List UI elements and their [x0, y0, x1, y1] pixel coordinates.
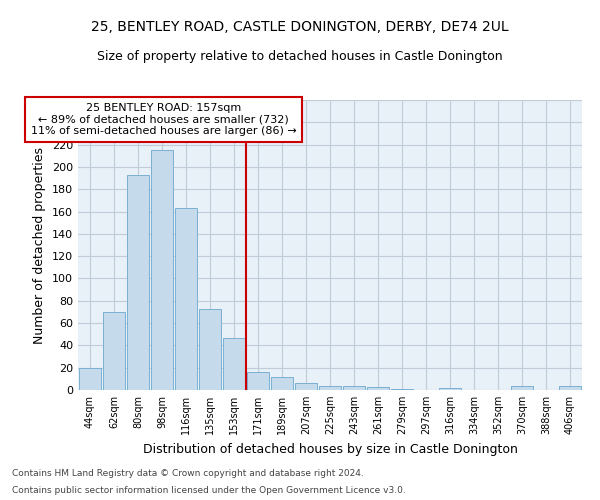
Bar [511, 386, 533, 390]
Bar [319, 386, 341, 390]
Bar [367, 386, 389, 390]
Bar [439, 388, 461, 390]
Bar [127, 174, 149, 390]
Text: 25 BENTLEY ROAD: 157sqm
← 89% of detached houses are smaller (732)
11% of semi-d: 25 BENTLEY ROAD: 157sqm ← 89% of detache… [31, 103, 296, 136]
Bar [247, 372, 269, 390]
Text: Contains HM Land Registry data © Crown copyright and database right 2024.: Contains HM Land Registry data © Crown c… [12, 468, 364, 477]
Bar [175, 208, 197, 390]
Bar [295, 384, 317, 390]
Bar [151, 150, 173, 390]
Text: 25, BENTLEY ROAD, CASTLE DONINGTON, DERBY, DE74 2UL: 25, BENTLEY ROAD, CASTLE DONINGTON, DERB… [91, 20, 509, 34]
Bar [271, 376, 293, 390]
Bar [199, 308, 221, 390]
Bar [343, 386, 365, 390]
Text: Size of property relative to detached houses in Castle Donington: Size of property relative to detached ho… [97, 50, 503, 63]
Bar [223, 338, 245, 390]
Y-axis label: Number of detached properties: Number of detached properties [34, 146, 46, 344]
Bar [79, 368, 101, 390]
Bar [103, 312, 125, 390]
Bar [559, 386, 581, 390]
Text: Contains public sector information licensed under the Open Government Licence v3: Contains public sector information licen… [12, 486, 406, 495]
X-axis label: Distribution of detached houses by size in Castle Donington: Distribution of detached houses by size … [143, 442, 517, 456]
Bar [391, 389, 413, 390]
